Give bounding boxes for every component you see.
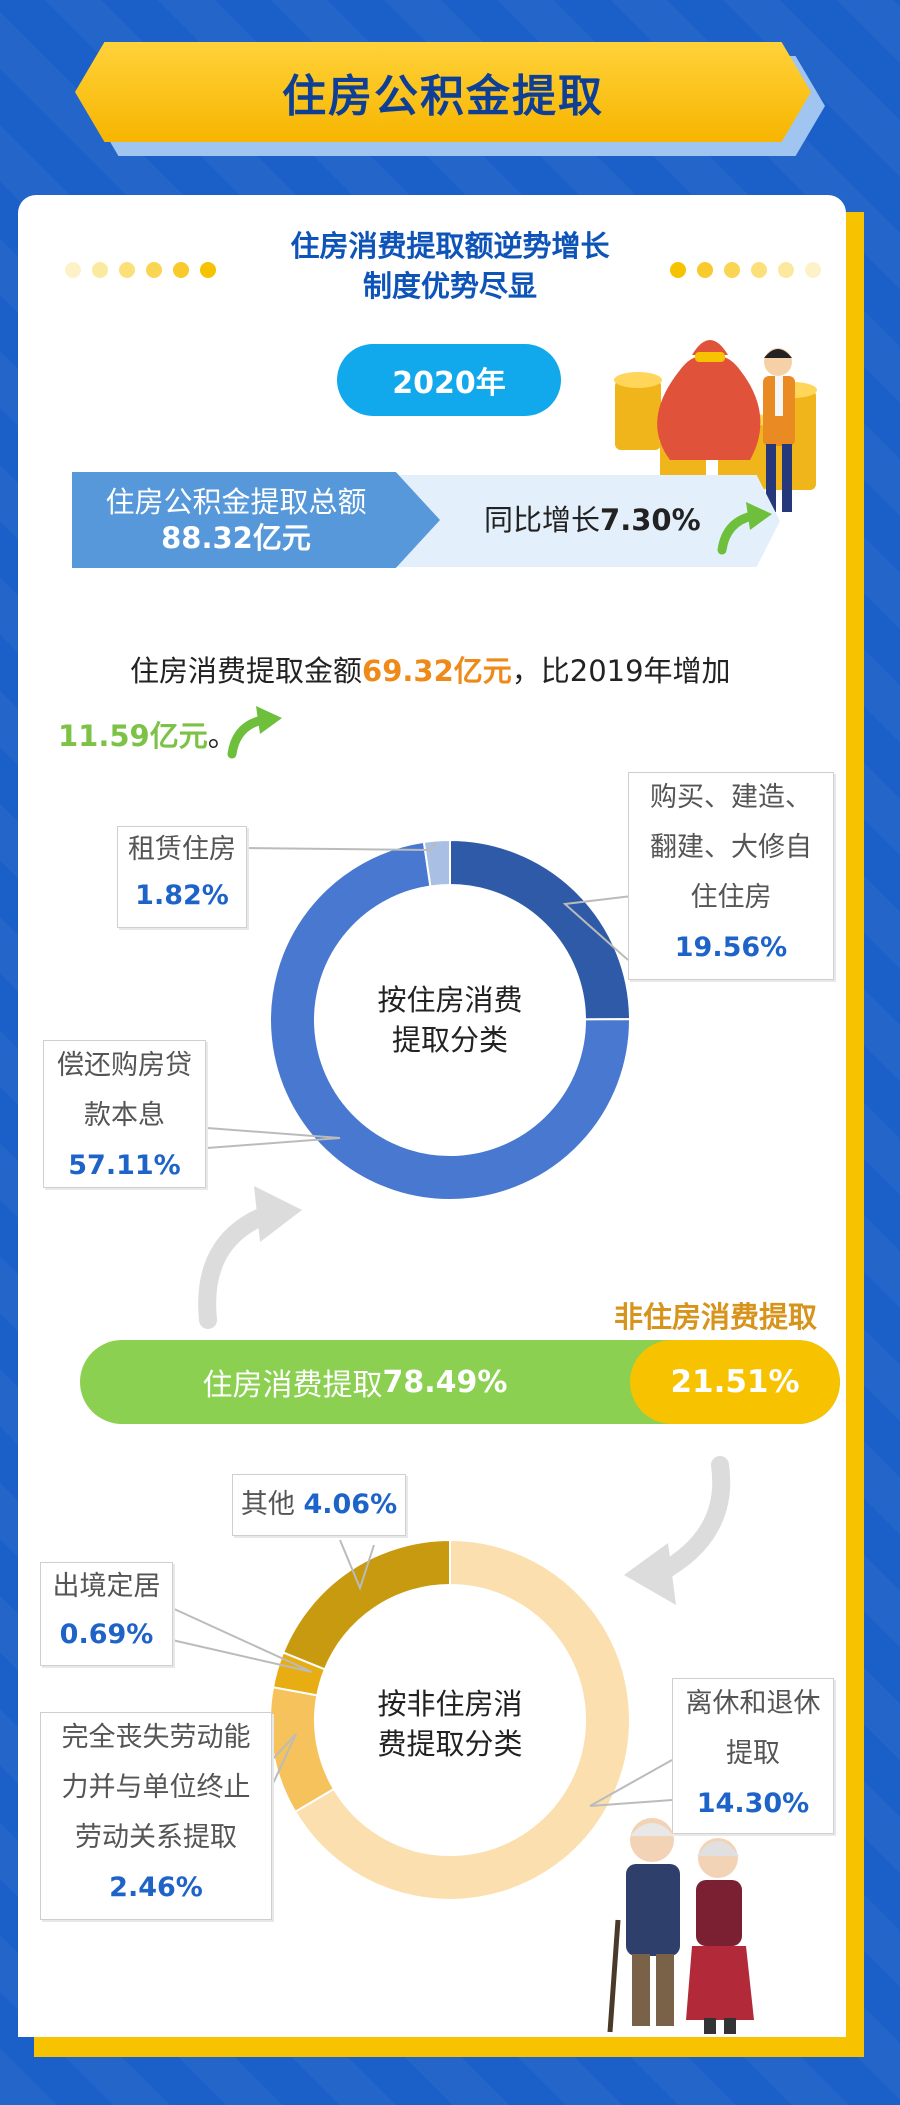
- growth-value: 7.30%: [600, 503, 701, 537]
- non-housing-title: 非住房消费提取: [614, 1300, 818, 1334]
- label-rent: 租赁住房 1.82%: [117, 826, 247, 928]
- year-badge: 2020年: [337, 344, 561, 416]
- up-arrow-icon: [717, 502, 772, 555]
- label-rent-text: 租赁住房: [128, 834, 236, 865]
- label-other: 其他 4.06%: [232, 1474, 406, 1536]
- label-emigrate-pct: 0.69%: [59, 1619, 154, 1650]
- money-bag-icon: [614, 340, 817, 512]
- label-buy-line3: 住住房: [690, 882, 772, 913]
- leader-line-emigrate: [171, 1607, 313, 1673]
- leader-line-rent: [245, 841, 437, 852]
- elderly-couple-icon: [607, 1818, 754, 2034]
- dot: [146, 262, 162, 278]
- donut1-center-title: 按住房消费 提取分类: [377, 983, 523, 1057]
- page-title: 住房公积金提取: [282, 71, 604, 122]
- split-non-housing: 21.51%: [630, 1340, 840, 1424]
- donut2-leader-lines: [171, 1539, 673, 1807]
- sentence-prefix: 住房消费提取金额: [130, 654, 363, 688]
- split-bar: 住房消费提取 78.49% 21.51%: [80, 1340, 840, 1424]
- label-disability-pct: 2.46%: [109, 1872, 203, 1903]
- total-label: 住房公积金提取总额: [105, 485, 367, 519]
- subtitle: 住房消费提取额逆势增长 制度优势尽显: [200, 226, 700, 306]
- dot: [805, 262, 821, 278]
- donut1-leader-lines: [206, 841, 633, 1149]
- dot: [724, 262, 740, 278]
- label-loan-line2: 款本息: [84, 1100, 165, 1131]
- label-retire-pct: 14.30%: [696, 1788, 810, 1819]
- dot: [119, 262, 135, 278]
- sentence-amount: 69.32亿元: [362, 654, 512, 688]
- donut2-slice-other: [281, 1538, 451, 1671]
- up-arrow-icon: [227, 706, 282, 759]
- split-housing-label: 住房消费提取: [202, 1368, 383, 1403]
- donut2-center-title: 按非住房消 费提取分类: [377, 1687, 523, 1761]
- donut2-slice-retire: [293, 1538, 631, 1901]
- total-value: 88.32亿元: [161, 521, 311, 555]
- label-loan-pct: 57.11%: [68, 1150, 181, 1181]
- label-buy-line1: 购买、建造、: [650, 782, 812, 813]
- sentence-suffix: ，比2019年增加: [511, 654, 731, 688]
- sentence-increase: 11.59亿元: [58, 719, 208, 753]
- label-loan: 偿还购房贷 款本息 57.11%: [43, 1040, 206, 1188]
- dot: [65, 262, 81, 278]
- subtitle-line2: 制度优势尽显: [362, 269, 537, 303]
- label-disability: 完全丧失劳动能 力并与单位终止 劳动关系提取 2.46%: [40, 1712, 272, 1920]
- businessman-icon: [763, 348, 795, 512]
- header-banner: 住房公积金提取: [75, 42, 825, 160]
- total-panel: 住房公积金提取总额 88.32亿元: [72, 472, 440, 568]
- leader-line-disability: [269, 1733, 297, 1791]
- dot: [778, 262, 794, 278]
- label-disability-line3: 劳动关系提取: [75, 1822, 237, 1853]
- subtitle-line1: 住房消费提取额逆势增长: [290, 229, 610, 263]
- leader-line-loan: [206, 1127, 341, 1149]
- label-retire-line2: 提取: [726, 1738, 780, 1769]
- dot: [751, 262, 767, 278]
- label-emigrate-text: 出境定居: [52, 1571, 161, 1602]
- label-other-pct: 4.06%: [303, 1489, 398, 1520]
- leader-line-buy: [562, 895, 633, 961]
- increase-line: 11.59亿元。: [58, 713, 237, 755]
- growth-panel: [390, 475, 780, 567]
- dot: [697, 262, 713, 278]
- curved-arrow-icon: [624, 1456, 731, 1605]
- leader-line-other: [339, 1539, 375, 1591]
- curved-arrow-icon: [198, 1186, 302, 1329]
- label-rent-pct: 1.82%: [135, 880, 229, 911]
- split-housing: 住房消费提取 78.49%: [80, 1340, 630, 1424]
- dot: [670, 262, 686, 278]
- label-emigrate: 出境定居 0.69%: [40, 1562, 173, 1666]
- label-retire: 离休和退休 提取 14.30%: [672, 1678, 834, 1834]
- donut1-slice-rent: [422, 838, 451, 888]
- label-other-text: 其他: [240, 1489, 295, 1520]
- label-buy-pct: 19.56%: [674, 932, 788, 963]
- decorative-dots-right: [670, 262, 821, 278]
- growth-prefix: 同比增长: [484, 503, 601, 537]
- label-buy: 购买、建造、 翻建、大修自 住住房 19.56%: [628, 772, 834, 980]
- dot: [92, 262, 108, 278]
- housing-sentence: 住房消费提取金额69.32亿元，比2019年增加: [130, 648, 731, 690]
- split-non-housing-pct: 21.51%: [670, 1364, 800, 1400]
- dot: [200, 262, 216, 278]
- label-buy-line2: 翻建、大修自: [650, 832, 812, 863]
- leader-line-retire: [589, 1759, 673, 1807]
- label-disability-line1: 完全丧失劳动能: [61, 1722, 251, 1753]
- banner: 住房公积金提取: [75, 42, 811, 142]
- growth-text: 同比增长7.30%: [484, 497, 701, 539]
- dot: [173, 262, 189, 278]
- label-disability-line2: 力并与单位终止: [61, 1772, 251, 1803]
- non-housing-donut-chart: [269, 1538, 631, 1901]
- label-retire-line1: 离休和退休: [685, 1688, 821, 1719]
- decorative-dots-left: [65, 262, 216, 278]
- label-loan-line1: 偿还购房贷: [57, 1050, 192, 1081]
- split-housing-pct: 78.49%: [382, 1364, 508, 1400]
